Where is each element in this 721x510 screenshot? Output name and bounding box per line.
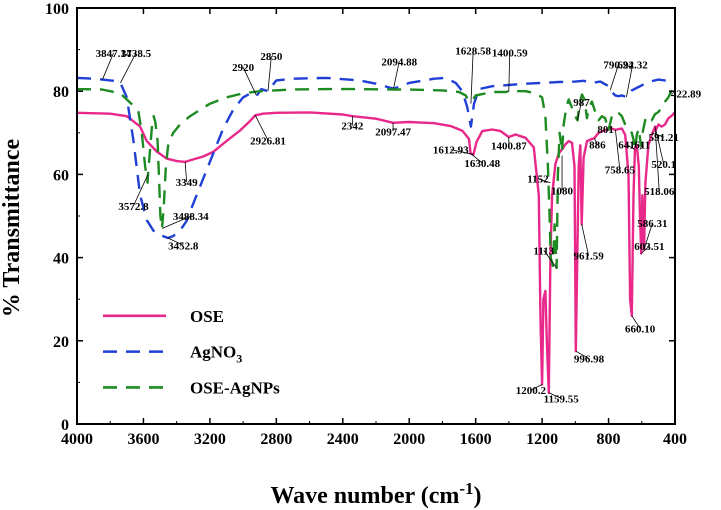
annotation-label: 996.98 bbox=[574, 353, 605, 365]
annotation-label: 660.10 bbox=[625, 323, 656, 335]
annotation-leader-26 bbox=[605, 128, 609, 132]
annotation-label: 1400.59 bbox=[492, 47, 528, 59]
annotation-label: 3488.34 bbox=[173, 211, 209, 223]
annotation-label: 2920 bbox=[232, 62, 255, 74]
annotation-leader-12 bbox=[470, 50, 474, 104]
y-tick-label: 20 bbox=[53, 334, 69, 351]
annotation-label: 2097.47 bbox=[375, 126, 411, 138]
annotation-leader-13 bbox=[508, 52, 511, 93]
annotation-leader-3 bbox=[184, 161, 188, 183]
y-tick-label: 0 bbox=[61, 417, 69, 434]
x-tick-label: 1600 bbox=[460, 431, 492, 448]
annotation-label: 1200.2 bbox=[516, 385, 547, 397]
annotation-leader-0 bbox=[102, 52, 114, 80]
annotation-label: 2094.88 bbox=[381, 56, 417, 68]
annotation-label: 1628.58 bbox=[455, 46, 491, 58]
annotation-leader-7 bbox=[267, 55, 272, 92]
annotation-label: 692.32 bbox=[618, 59, 649, 71]
annotation-leader-25 bbox=[593, 138, 598, 145]
annotation-leader-34 bbox=[643, 223, 653, 250]
annotation-label: 3847.14 bbox=[96, 48, 132, 60]
annotation-leader-24 bbox=[548, 392, 562, 399]
x-tick-label: 2800 bbox=[260, 431, 292, 448]
annotation-leader-15 bbox=[470, 153, 483, 164]
y-axis-title: % Transmittance bbox=[0, 138, 25, 317]
x-tick-label: 2400 bbox=[327, 431, 359, 448]
annotation-leader-2 bbox=[133, 174, 149, 206]
annotation-leader-21 bbox=[577, 101, 582, 121]
annotation-leader-8 bbox=[254, 115, 269, 141]
annotation-leader-17 bbox=[537, 178, 551, 184]
annotation-leader-30 bbox=[626, 144, 636, 150]
x-tick-label: 3200 bbox=[194, 431, 226, 448]
annotation-label: 3572.8 bbox=[118, 201, 149, 213]
annotation-leader-36 bbox=[654, 126, 665, 165]
annotation-leader-22 bbox=[575, 350, 590, 359]
annotation-label: 1612.93 bbox=[433, 145, 469, 157]
annotation-leader-20 bbox=[581, 224, 590, 256]
annotation-leader-5 bbox=[167, 237, 184, 246]
x-tick-label: 4000 bbox=[61, 431, 93, 448]
x-tick-label: 400 bbox=[663, 431, 687, 448]
annotation-leader-31 bbox=[639, 144, 643, 150]
annotation-label: 603.51 bbox=[634, 241, 664, 253]
annotation-leader-32 bbox=[631, 315, 641, 329]
annotation-label: 801 bbox=[597, 124, 614, 136]
annotation-label: 611 bbox=[634, 140, 650, 152]
y-tick-label: 40 bbox=[53, 251, 69, 268]
annotation-label: 987 bbox=[573, 97, 590, 109]
x-axis-title: Wave number (cm-1) bbox=[270, 479, 481, 509]
annotation-label: 886 bbox=[589, 140, 606, 152]
annotation-leader-35 bbox=[654, 130, 660, 192]
y-tick-label: 100 bbox=[45, 1, 69, 18]
y-tick-label: 60 bbox=[53, 167, 69, 184]
annotation-leader-29 bbox=[615, 129, 621, 170]
annotation-label: 1630.48 bbox=[464, 158, 500, 170]
x-tick-label: 1200 bbox=[526, 431, 558, 448]
plot-area: 4000 3600 3200 2800 2400 2000 1600 1200 800 40002… bbox=[0, 1, 702, 509]
legend-label-2: OSE-AgNPs bbox=[190, 378, 280, 397]
annotation-label: 2850 bbox=[260, 51, 283, 63]
annotation-label: 1400.87 bbox=[491, 140, 527, 152]
annotation-label: 758.65 bbox=[605, 165, 636, 177]
annotation-leader-27 bbox=[609, 64, 619, 91]
x-tick-label: 3600 bbox=[127, 431, 159, 448]
annotation-label: 586.31 bbox=[637, 218, 667, 230]
annotation-leader-28 bbox=[626, 64, 634, 98]
annotation-label: 1113 bbox=[533, 245, 554, 257]
x-tick-label: 2000 bbox=[393, 431, 425, 448]
y-tick-label: 80 bbox=[53, 84, 69, 101]
annotation-label: 520.1 bbox=[651, 159, 676, 171]
annotation-leader-19 bbox=[543, 250, 557, 269]
annotation-label: 2926.81 bbox=[250, 135, 286, 147]
annotation-label: 1159.55 bbox=[544, 393, 580, 405]
annotation-label: 961.59 bbox=[573, 251, 604, 263]
annotation-leader-37 bbox=[651, 132, 664, 138]
annotation-label: 422.89 bbox=[671, 88, 702, 100]
annotation-leader-11 bbox=[393, 61, 400, 89]
legend-label-0: OSE bbox=[190, 307, 224, 326]
annotation-leader-23 bbox=[530, 384, 543, 391]
annotation-leader-6 bbox=[242, 67, 257, 96]
annotation-label: 3738.5 bbox=[121, 48, 152, 60]
legend-label-1: AgNO3 bbox=[190, 343, 242, 366]
annotation-leader-14 bbox=[450, 149, 474, 155]
series-line-0 bbox=[76, 111, 676, 394]
annotation-label: 3452.8 bbox=[168, 240, 199, 252]
series-line-1 bbox=[76, 76, 676, 240]
annotation-label: 1080 bbox=[551, 185, 574, 197]
annotation-leader-4 bbox=[161, 215, 191, 229]
x-tick-label: 800 bbox=[597, 431, 621, 448]
annotation-label: 518.06 bbox=[644, 186, 675, 198]
annotation-label: 790.24 bbox=[603, 59, 634, 71]
annotation-label: 641 bbox=[618, 140, 635, 152]
series-line-2 bbox=[76, 87, 677, 270]
annotation-leader-1 bbox=[120, 52, 137, 84]
annotation-label: 1152 bbox=[527, 174, 549, 186]
annotation-label: 591.21 bbox=[649, 132, 679, 144]
annotation-label: 3349 bbox=[176, 177, 199, 189]
annotation-leader-33 bbox=[640, 245, 650, 254]
annotation-label: 2342 bbox=[341, 120, 364, 132]
